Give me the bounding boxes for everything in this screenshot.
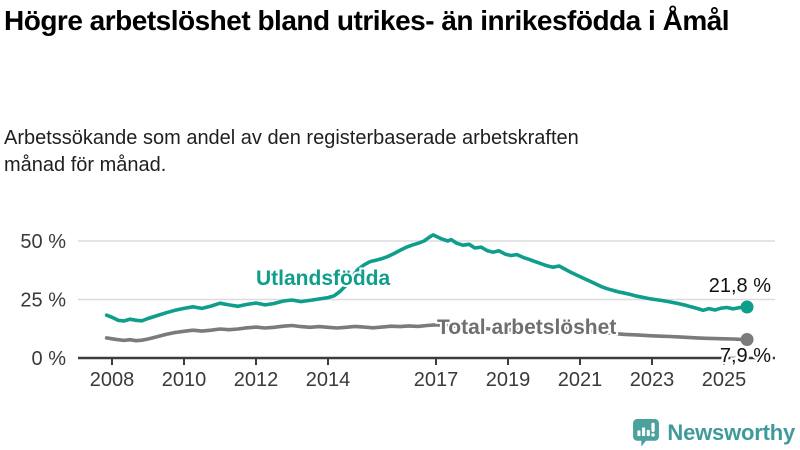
series-label-0: Utlandsfödda bbox=[256, 267, 390, 290]
page-title: Högre arbetslöshet bland utrikes- än inr… bbox=[4, 5, 730, 36]
x-tick-label: 2019 bbox=[486, 369, 531, 391]
bar-chart-speech-bubble-icon bbox=[633, 419, 660, 447]
x-tick-label: 2025 bbox=[702, 369, 747, 391]
newsworthy-logo: Newsworthy bbox=[632, 418, 795, 447]
x-tick-label: 2014 bbox=[306, 369, 351, 391]
brand-name: Newsworthy bbox=[667, 419, 795, 445]
end-value-label-0: 21,8 % bbox=[709, 275, 771, 297]
x-tick-label: 2008 bbox=[90, 369, 135, 391]
y-tick-label: 0 % bbox=[32, 348, 67, 370]
y-tick-label: 50 % bbox=[20, 231, 66, 253]
y-tick-label: 25 % bbox=[20, 290, 66, 312]
end-value-label-1: 7,9 % bbox=[720, 345, 771, 367]
x-tick-label: 2017 bbox=[414, 369, 459, 391]
x-tick-label: 2012 bbox=[234, 369, 279, 391]
series-end-dot-1 bbox=[740, 333, 754, 347]
x-tick-label: 2023 bbox=[630, 369, 675, 391]
x-tick-label: 2010 bbox=[162, 369, 207, 391]
series-line-0 bbox=[104, 233, 749, 323]
series-end-dot-0 bbox=[740, 300, 754, 314]
page-subtitle: Arbetssökande som andel av den registerb… bbox=[4, 127, 579, 176]
series-label-1: Total arbetslöshet bbox=[437, 316, 616, 339]
x-tick-label: 2021 bbox=[558, 369, 603, 391]
series-line-1 bbox=[104, 322, 749, 343]
